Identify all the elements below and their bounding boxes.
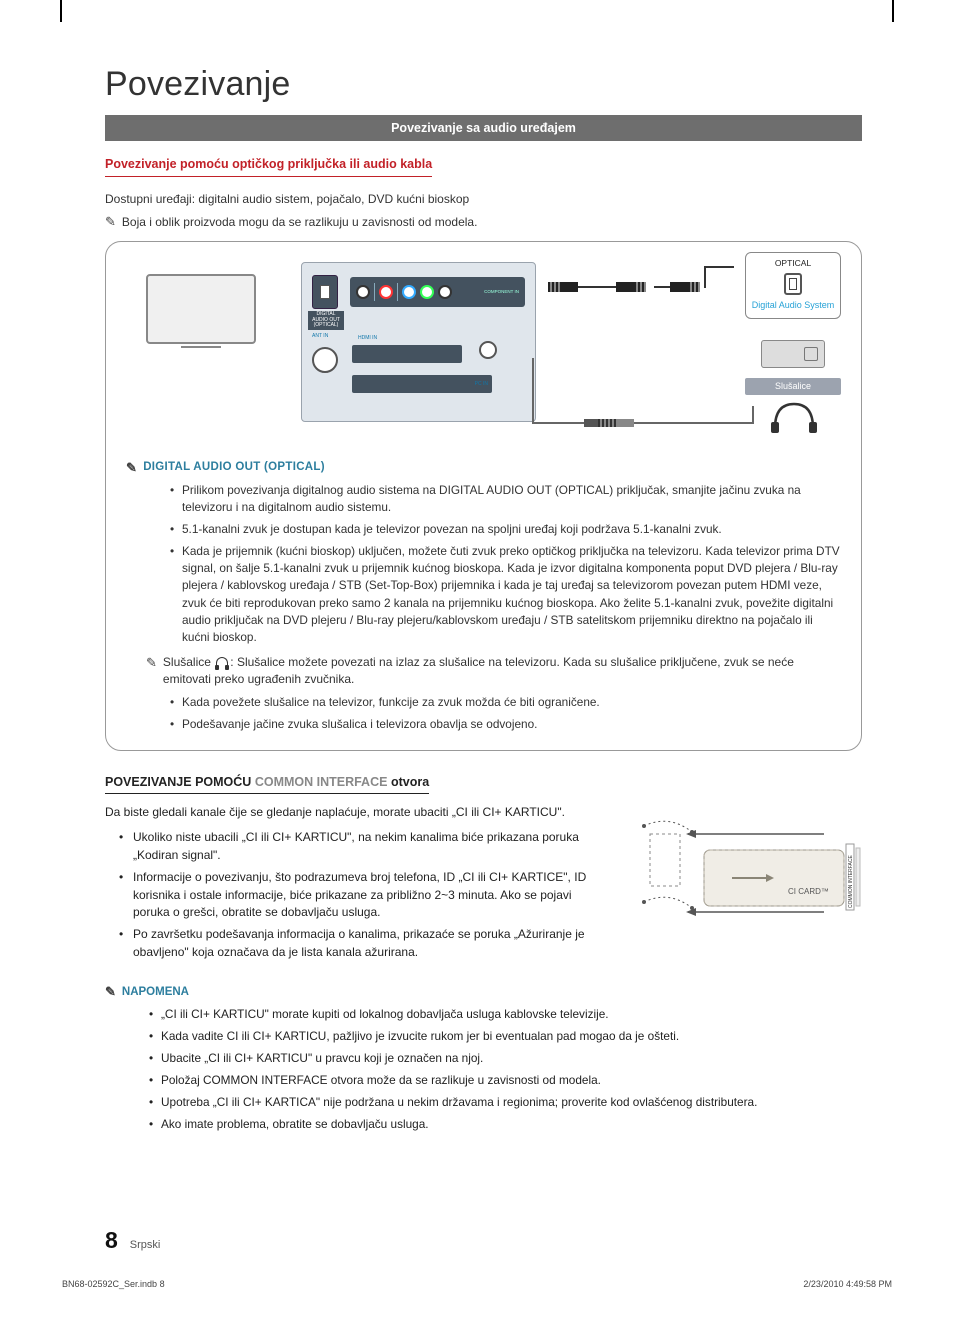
note-color-text: Boja i oblik proizvoda mogu da se razlik… (122, 214, 478, 231)
optical-port-label: DIGITAL AUDIO OUT (OPTICAL) (308, 311, 344, 330)
rca-icon (379, 285, 393, 299)
audio-component-bar: COMPONENT IN (350, 277, 525, 307)
napomena-list: „CI ili CI+ KARTICU" morate kupiti od lo… (149, 1006, 862, 1134)
page-content: Povezivanje Povezivanje sa audio uređaje… (105, 60, 862, 1251)
optical-plug-icon (616, 282, 646, 292)
headphones-icon (767, 398, 821, 434)
rca-icon (356, 285, 370, 299)
dao-bullet: 5.1-kanalni zvuk je dostupan kada je tel… (170, 521, 841, 538)
cable-line (654, 286, 670, 288)
nap-bullet: Položaj COMMON INTERFACE otvora može da … (149, 1072, 862, 1089)
headphones-bullet: Podešavanje jačine zvuka slušalica i tel… (170, 716, 841, 733)
cable-line (704, 266, 734, 268)
headphones-note: ✎ Slušalice : Slušalice možete povezati … (146, 654, 841, 689)
section-subheader: Povezivanje sa audio uređajem (105, 115, 862, 141)
optical-plug-icon (670, 282, 700, 292)
ci-row: Da biste gledali kanale čije se gledanje… (105, 804, 862, 974)
note-icon: ✎ (105, 984, 116, 1000)
cable-line (532, 358, 534, 424)
amplifier-icon (761, 340, 825, 368)
nap-bullet: Upotreba „CI ili CI+ KARTICA" nije podrž… (149, 1094, 862, 1111)
nap-bullet: Kada vadite CI ili CI+ KARTICU, pažljivo… (149, 1028, 862, 1045)
cable-line (704, 266, 706, 288)
headphones-label: Slušalice (745, 378, 841, 395)
connection-diagram: DIGITAL AUDIO OUT (OPTICAL) COMPONENT IN… (105, 241, 862, 750)
ci-bullet: Po završetku podešavanja informacija o k… (119, 926, 598, 961)
note-icon: ✎ (126, 460, 137, 476)
pcin-label: PC IN (352, 375, 492, 393)
cable-line (578, 286, 616, 288)
crop-mark-left (60, 0, 62, 22)
optical-port-icon (312, 275, 338, 309)
headphone-icon (216, 657, 228, 667)
intro-devices: Dostupni uređaji: digitalni audio sistem… (105, 191, 862, 208)
digital-audio-label: Digital Audio System (750, 299, 836, 312)
rca-icon (402, 285, 416, 299)
ci-bullet: Informacije o povezivanju, što podrazume… (119, 869, 598, 921)
note-icon: ✎ (146, 655, 157, 689)
svg-text:COMMON INTERFACE: COMMON INTERFACE (848, 854, 854, 907)
ci-text-column: Da biste gledali kanale čije se gledanje… (105, 804, 598, 966)
headphone-jack-icon (479, 341, 497, 359)
crop-mark-right (892, 0, 894, 22)
optical-port-icon (784, 273, 802, 295)
headphones-note-prefix: Slušalice (163, 655, 211, 669)
sect2-c: otvora (391, 775, 429, 789)
section2-heading: POVEZIVANJE POMOĆU COMMON INTERFACE otvo… (105, 773, 429, 794)
dao-heading-text: DIGITAL AUDIO OUT (OPTICAL) (143, 459, 325, 476)
page-language: Srpski (130, 1238, 161, 1254)
ci-card-figure: CI CARD™ COMMON INTERFACE (614, 804, 862, 974)
tv-stand-icon (181, 346, 221, 354)
page-title: Povezivanje (105, 60, 862, 109)
sect2-a: POVEZIVANJE POMOĆU (105, 775, 251, 789)
tv-front-icon (146, 274, 256, 344)
ci-bullet-list: Ukoliko niste ubacili „CI ili CI+ KARTIC… (119, 829, 598, 961)
optical-plug-icon (548, 282, 578, 292)
page-number-block: 8 Srpski (105, 1224, 160, 1257)
rca-icon (438, 285, 452, 299)
rca-icon (420, 285, 434, 299)
note-icon: ✎ (105, 214, 116, 230)
tv-back-panel: DIGITAL AUDIO OUT (OPTICAL) COMPONENT IN… (301, 262, 536, 422)
footer-left: BN68-02592C_Ser.indb 8 (62, 1278, 165, 1291)
dao-bullet-list: Prilikom povezivanja digitalnog audio si… (170, 482, 841, 646)
headphones-bullet: Kada povežete slušalice na televizor, fu… (170, 694, 841, 711)
dao-bullet: Prilikom povezivanja digitalnog audio si… (170, 482, 841, 516)
sect2-b: COMMON INTERFACE (255, 775, 388, 789)
page-number: 8 (105, 1224, 118, 1257)
component-label: COMPONENT IN (484, 289, 519, 296)
ant-port-icon (312, 347, 338, 373)
hdmi-label: HDMI IN (358, 335, 377, 342)
nap-bullet: Ubacite „CI ili CI+ KARTICU" u pravcu ko… (149, 1050, 862, 1067)
nap-bullet: Ako imate problema, obratite se dobavlja… (149, 1116, 862, 1133)
note-color-shape: ✎ Boja i oblik proizvoda mogu da se razl… (105, 214, 862, 231)
dao-heading: ✎ DIGITAL AUDIO OUT (OPTICAL) (126, 459, 841, 476)
cable-line (532, 422, 586, 424)
optical-label: OPTICAL (750, 257, 836, 269)
section1-heading: Povezivanje pomoću optičkog priključka i… (105, 155, 432, 176)
nap-bullet: „CI ili CI+ KARTICU" morate kupiti od lo… (149, 1006, 862, 1023)
audio-jack-plug-icon (584, 419, 634, 427)
optical-device-box: OPTICAL Digital Audio System (745, 252, 841, 318)
cable-line (752, 406, 754, 424)
dao-bullet: Kada je prijemnik (kućni bioskop) uključ… (170, 543, 841, 646)
ci-bullet: Ukoliko niste ubacili „CI ili CI+ KARTIC… (119, 829, 598, 864)
ci-card-label: CI CARD™ (788, 887, 829, 896)
headphones-bullet-list: Kada povežete slušalice na televizor, fu… (170, 694, 841, 733)
cable-line (634, 422, 754, 424)
headphones-note-body: : Slušalice možete povezati na izlaz za … (163, 655, 794, 686)
ci-intro: Da biste gledali kanale čije se gledanje… (105, 804, 598, 821)
ant-label: ANT IN (312, 333, 328, 340)
napomena-text: NAPOMENA (122, 984, 189, 1001)
footer-right: 2/23/2010 4:49:58 PM (803, 1278, 892, 1291)
hdmi-row-icon (352, 345, 462, 363)
napomena-heading: ✎ NAPOMENA (105, 984, 862, 1001)
